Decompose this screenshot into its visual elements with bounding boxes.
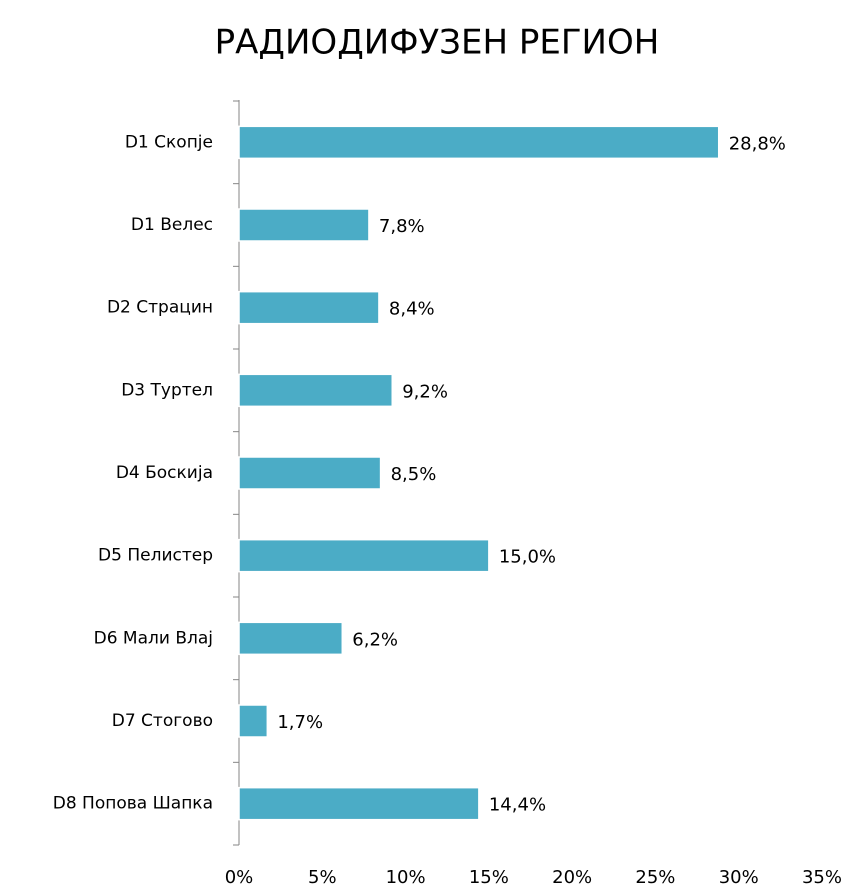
bar — [238, 704, 269, 738]
value-label: 15,0% — [499, 547, 556, 568]
value-label: 28,8% — [729, 133, 786, 154]
bar — [238, 786, 480, 821]
value-label: 1,7% — [277, 712, 323, 733]
value-label: 8,5% — [391, 464, 437, 485]
value-label: 6,2% — [352, 629, 398, 650]
y-tick-label: D3 Туртел — [121, 380, 213, 400]
x-tick-label: 0% — [225, 867, 254, 888]
value-label: 8,4% — [389, 299, 435, 320]
value-label: 14,4% — [489, 795, 546, 816]
y-tick-label: D8 Попова Шапка — [53, 794, 213, 814]
bar — [238, 621, 344, 656]
bar — [238, 538, 490, 573]
x-tick-label: 15% — [469, 867, 509, 888]
x-tick-label: 10% — [386, 867, 426, 888]
bar — [238, 373, 393, 408]
bar — [238, 125, 720, 160]
bar — [238, 208, 370, 242]
x-tick-label: 5% — [308, 867, 337, 888]
x-tick-label: 25% — [635, 867, 675, 888]
y-tick-label: D1 Скопје — [125, 132, 213, 152]
y-tick-label: D7 Стогово — [112, 711, 213, 731]
value-label: 7,8% — [379, 216, 425, 237]
x-tick-label: 30% — [719, 867, 759, 888]
y-tick-label: D5 Пелистер — [98, 546, 213, 566]
y-tick-label: D6 Мали Влај — [94, 628, 213, 648]
y-tick-label: D4 Боскија — [116, 463, 213, 483]
x-tick-label: 20% — [552, 867, 592, 888]
chart-title: РАДИОДИФУЗЕН РЕГИОН — [215, 23, 660, 63]
bar — [238, 290, 380, 325]
y-tick-label: D2 Страцин — [107, 298, 213, 318]
y-tick-label: D1 Велес — [131, 215, 213, 235]
bar — [238, 456, 382, 490]
x-tick-label: 35% — [802, 867, 842, 888]
value-label: 9,2% — [402, 381, 448, 402]
